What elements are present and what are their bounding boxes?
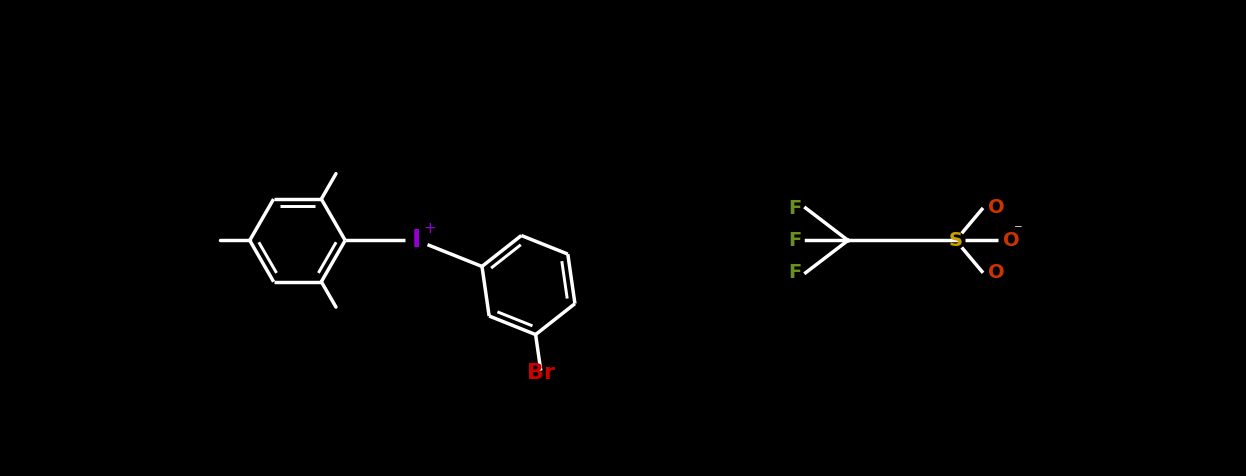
Text: F: F [787,198,801,218]
Text: F: F [787,231,801,250]
Text: S: S [948,231,963,250]
Text: O: O [988,263,1004,282]
Text: Br: Br [527,363,554,383]
Text: I: I [412,228,421,252]
Text: F: F [787,263,801,282]
Text: O: O [988,198,1004,218]
Text: O: O [1003,231,1019,250]
Text: ⁻: ⁻ [1014,221,1023,239]
Text: +: + [424,220,436,236]
